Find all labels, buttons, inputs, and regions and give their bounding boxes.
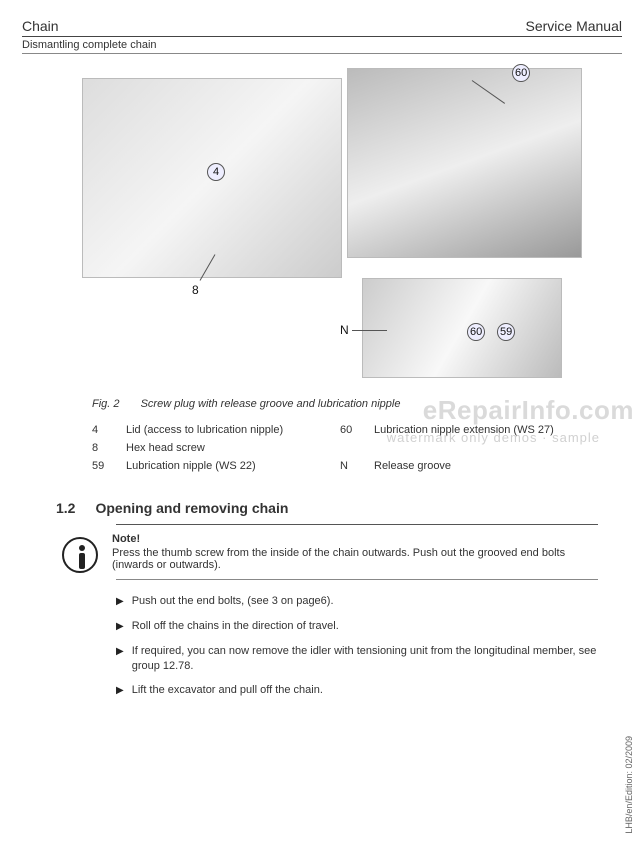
- callout-60: 60: [512, 64, 530, 82]
- step-text: Lift the excavator and pull off the chai…: [132, 683, 323, 698]
- callout-n-value: N: [340, 323, 349, 337]
- step-text: Roll off the chains in the direction of …: [132, 619, 339, 634]
- callout-60b-value: 60: [467, 323, 485, 341]
- legend-key: N: [340, 460, 368, 472]
- info-icon: [62, 537, 98, 573]
- figure-area: 60 4 8 N 60 59: [82, 68, 582, 388]
- step-item: ▶ Roll off the chains in the direction o…: [116, 619, 598, 634]
- callout-59-value: 59: [497, 323, 515, 341]
- callout-8-value: 8: [192, 283, 199, 297]
- header-left: Chain: [22, 18, 59, 34]
- bullet-icon: ▶: [116, 620, 124, 634]
- edition-text: LHB/en/Edition: 02/2009: [624, 736, 634, 834]
- page-header: Chain Service Manual: [22, 18, 622, 37]
- callout-60b: 60: [467, 323, 485, 341]
- step-item: ▶ Push out the end bolts, (see 3 on page…: [116, 594, 598, 609]
- section-heading: 1.2 Opening and removing chain: [56, 500, 622, 516]
- legend-value: Lid (access to lubrication nipple): [126, 424, 334, 436]
- bullet-icon: ▶: [116, 684, 124, 698]
- callout-60-value: 60: [512, 64, 530, 82]
- step-text: If required, you can now remove the idle…: [132, 644, 598, 674]
- legend-key: 8: [92, 442, 120, 454]
- section-title: Opening and removing chain: [95, 500, 288, 516]
- bullet-icon: ▶: [116, 645, 124, 674]
- callout-8: 8: [192, 283, 199, 297]
- watermark-main: eRepairInfo.com: [423, 395, 634, 426]
- bullet-icon: ▶: [116, 595, 124, 609]
- figure-photo-3: [362, 278, 562, 378]
- step-text: Push out the end bolts, (see 3 on page6)…: [132, 594, 334, 609]
- callout-n: N: [340, 323, 349, 337]
- callout-59: 59: [497, 323, 515, 341]
- note-body: Note! Press the thumb screw from the ins…: [112, 533, 598, 571]
- figure-caption-label: Fig. 2: [92, 398, 120, 410]
- legend-value: Hex head screw: [126, 442, 334, 454]
- legend-value: Release groove: [374, 460, 582, 472]
- note-block: Note! Press the thumb screw from the ins…: [62, 533, 598, 573]
- note-label: Note!: [112, 533, 598, 545]
- note-text: Press the thumb screw from the inside of…: [112, 547, 565, 571]
- legend-key: 4: [92, 424, 120, 436]
- legend-key: 60: [340, 424, 368, 436]
- section-number: 1.2: [56, 500, 75, 516]
- legend-value: Lubrication nipple (WS 22): [126, 460, 334, 472]
- watermark-sub: watermark only demos · sample: [387, 430, 600, 445]
- callout-4: 4: [207, 163, 225, 181]
- figure-photo-2: [347, 68, 582, 258]
- legend-key: 59: [92, 460, 120, 472]
- figure-caption-text: Screw plug with release groove and lubri…: [141, 398, 401, 410]
- steps-list: ▶ Push out the end bolts, (see 3 on page…: [116, 594, 598, 698]
- step-item: ▶ Lift the excavator and pull off the ch…: [116, 683, 598, 698]
- callout-4-value: 4: [207, 163, 225, 181]
- header-sub: Dismantling complete chain: [22, 37, 622, 54]
- header-right: Service Manual: [526, 18, 623, 34]
- leader-line: [352, 330, 387, 331]
- note-rule: [116, 579, 598, 580]
- section-rule: [116, 524, 598, 525]
- step-item: ▶ If required, you can now remove the id…: [116, 644, 598, 674]
